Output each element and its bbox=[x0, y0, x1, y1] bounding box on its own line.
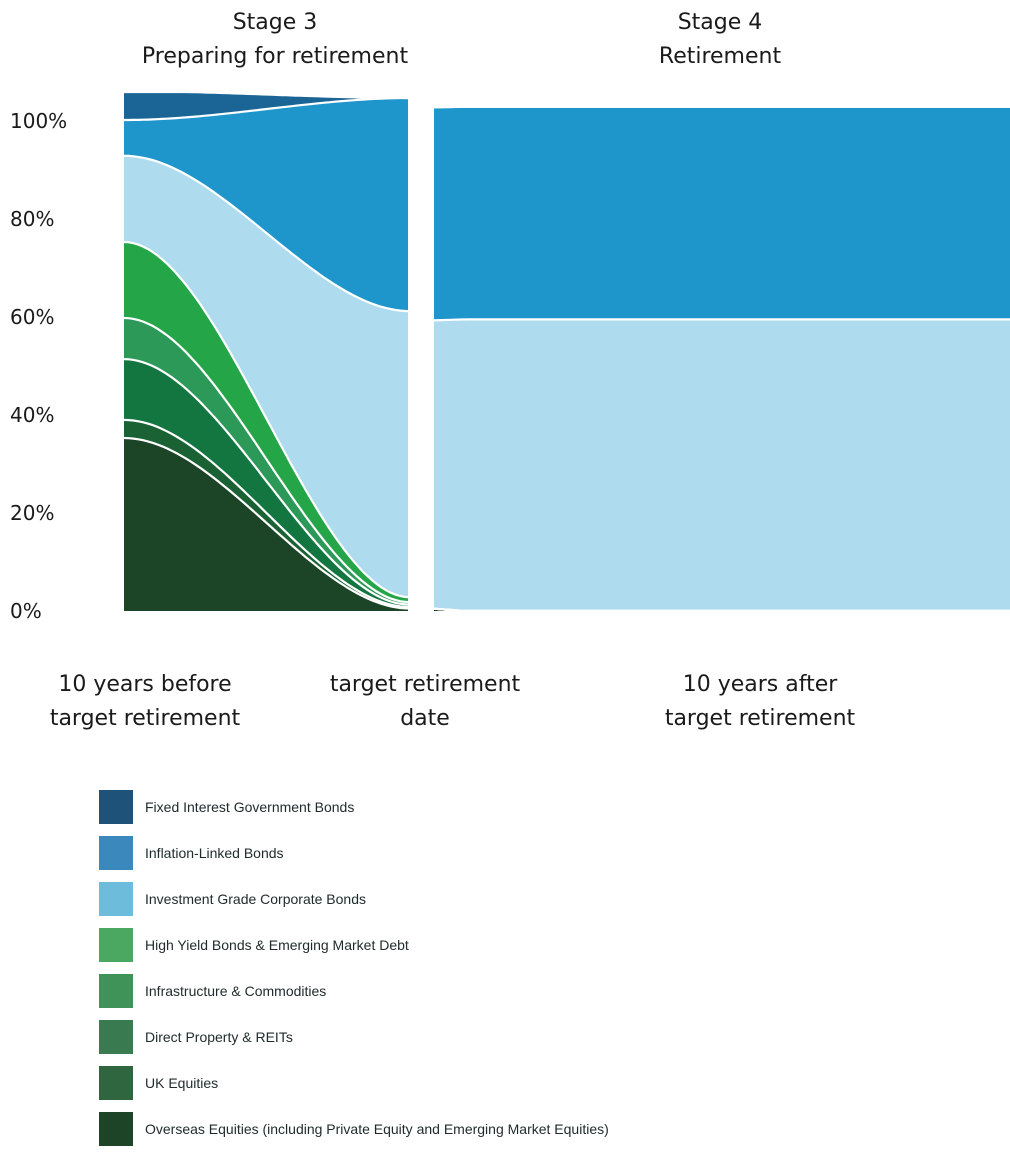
y-tick-label: 100% bbox=[10, 109, 67, 133]
boundary-uk_equities bbox=[123, 418, 411, 609]
legend-label: Direct Property & REITs bbox=[145, 1029, 293, 1045]
legend-swatch bbox=[99, 1112, 133, 1146]
legend-item: UK Equities bbox=[99, 1060, 609, 1106]
area-fixed_interest_government bbox=[124, 92, 410, 120]
stage-4-label: Stage 4 bbox=[677, 10, 763, 35]
x-label-start: 10 years before target retirement bbox=[20, 668, 270, 736]
area-inflation_linked_bonds bbox=[432, 106, 1010, 321]
legend-swatch bbox=[99, 1066, 133, 1100]
y-tick-label: 0% bbox=[10, 599, 42, 623]
legend-item: Investment Grade Corporate Bonds bbox=[99, 876, 609, 922]
boundary-infrastructure_commodities bbox=[123, 316, 411, 604]
stage-3-label: Stage 3 bbox=[232, 10, 318, 35]
x-label-retirement-date: target retirement date bbox=[300, 668, 550, 736]
area-investment_grade_corporate bbox=[124, 155, 410, 598]
legend-swatch bbox=[99, 974, 133, 1008]
boundary-investment_grade_corporate bbox=[431, 318, 1010, 322]
boundary-fixed_interest_government bbox=[431, 105, 1010, 109]
legend-item: Fixed Interest Government Bonds bbox=[99, 784, 609, 830]
legend-item: Inflation-Linked Bonds bbox=[99, 830, 609, 876]
stage-4-subtitle: Retirement bbox=[658, 44, 782, 69]
y-tick-label: 40% bbox=[10, 403, 54, 427]
legend-label: Inflation-Linked Bonds bbox=[145, 845, 284, 861]
area-inflation_linked_bonds bbox=[124, 98, 410, 312]
legend-item: Overseas Equities (including Private Equ… bbox=[99, 1106, 609, 1152]
legend-label: UK Equities bbox=[145, 1075, 219, 1091]
legend: Fixed Interest Government Bonds Inflatio… bbox=[99, 784, 609, 1152]
legend-item: Direct Property & REITs bbox=[99, 1014, 609, 1060]
y-tick-label: 20% bbox=[10, 501, 54, 525]
legend-swatch bbox=[99, 882, 133, 916]
stage-3-title: Stage 3 Preparing for retirement bbox=[110, 6, 440, 74]
x-label-end-line2: target retirement bbox=[664, 706, 856, 731]
x-label-start-line1: 10 years before bbox=[58, 672, 232, 697]
legend-swatch bbox=[99, 790, 133, 824]
x-label-end: 10 years after target retirement bbox=[635, 668, 885, 736]
stage-divider bbox=[408, 88, 434, 618]
stage-4-title: Stage 4 Retirement bbox=[560, 6, 880, 74]
x-label-retirement-date-line2: date bbox=[400, 706, 450, 731]
boundary-high_yield_emd bbox=[123, 240, 411, 599]
legend-swatch bbox=[99, 836, 133, 870]
boundary-overseas_equities bbox=[123, 436, 411, 610]
legend-label: Fixed Interest Government Bonds bbox=[145, 799, 355, 815]
x-label-retirement-date-line1: target retirement bbox=[329, 672, 521, 697]
x-label-start-line2: target retirement bbox=[49, 706, 241, 731]
boundary-direct_property_reits bbox=[123, 358, 411, 606]
legend-swatch bbox=[99, 928, 133, 962]
legend-swatch bbox=[99, 1020, 133, 1054]
stage-3-subtitle: Preparing for retirement bbox=[141, 44, 409, 69]
legend-item: High Yield Bonds & Emerging Market Debt bbox=[99, 922, 609, 968]
boundary-fixed_interest_government bbox=[124, 90, 410, 100]
boundary-investment_grade_corporate bbox=[123, 154, 411, 313]
legend-label: High Yield Bonds & Emerging Market Debt bbox=[145, 937, 409, 953]
area-high_yield_emd bbox=[124, 242, 410, 603]
legend-label: Infrastructure & Commodities bbox=[145, 983, 327, 999]
boundary-inflation_linked_bonds bbox=[124, 96, 410, 122]
legend-item: Infrastructure & Commodities bbox=[99, 968, 609, 1014]
boundary-high_yield_emd bbox=[431, 607, 1010, 613]
stage-3-layers bbox=[123, 90, 411, 611]
y-tick-label: 60% bbox=[10, 305, 54, 329]
y-axis: 0% 20% 40% 60% 80% 100% bbox=[10, 109, 67, 623]
legend-label: Overseas Equities (including Private Equ… bbox=[145, 1121, 609, 1137]
area-investment_grade_corporate bbox=[432, 319, 1010, 611]
stage-4-layers bbox=[431, 105, 1010, 613]
x-label-end-line1: 10 years after bbox=[682, 672, 838, 697]
y-tick-label: 80% bbox=[10, 207, 54, 231]
allocation-chart: 0% 20% 40% 60% 80% 100% bbox=[10, 88, 1010, 623]
legend-label: Investment Grade Corporate Bonds bbox=[145, 891, 367, 907]
